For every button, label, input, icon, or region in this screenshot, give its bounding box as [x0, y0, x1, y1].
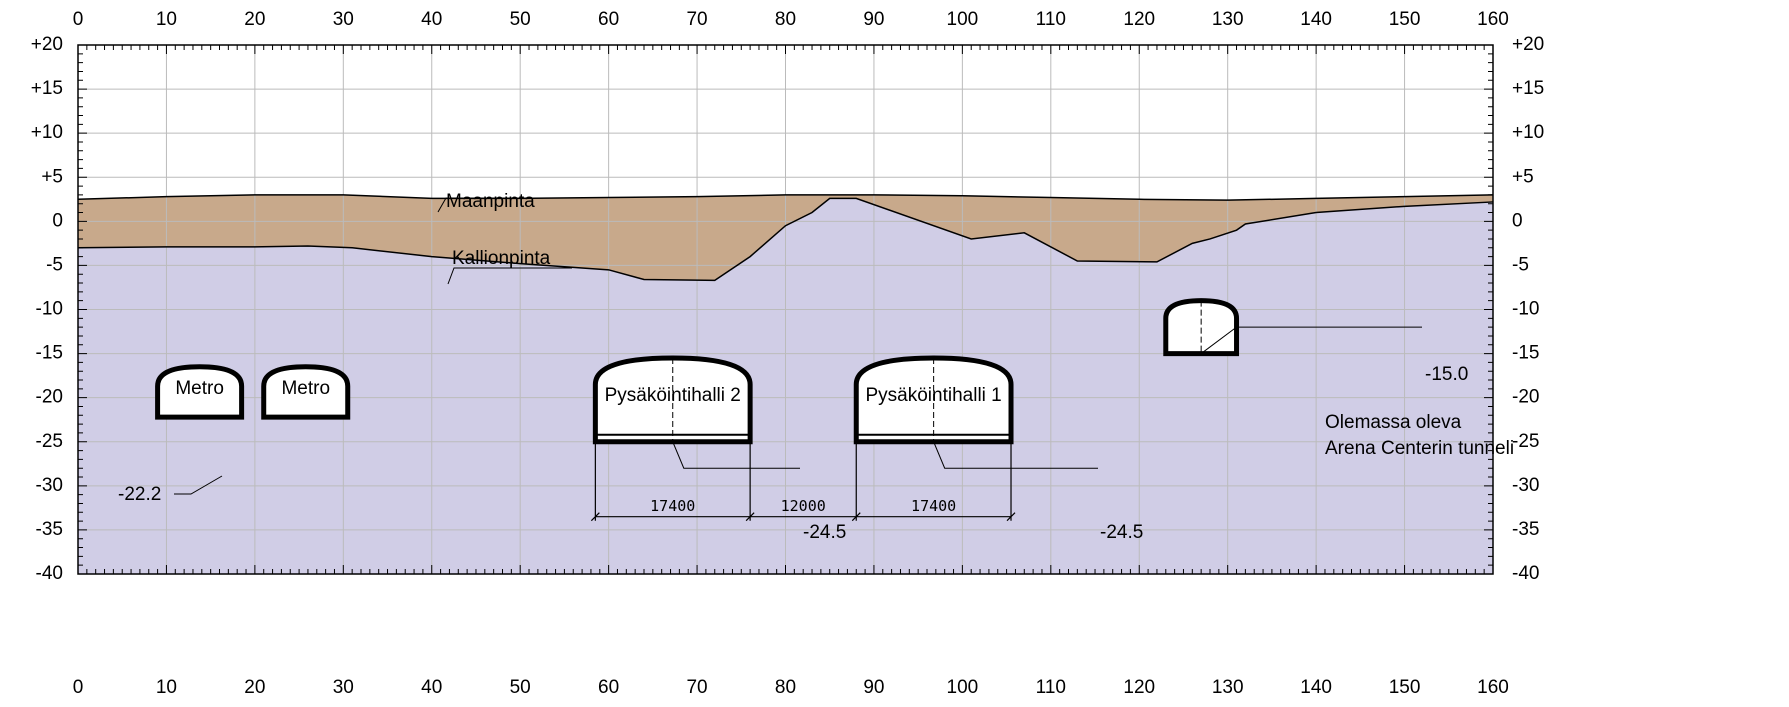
x-tick-label: 150 [1389, 677, 1421, 698]
x-tick-label: 30 [333, 9, 354, 30]
y-tick-label: +5 [1512, 166, 1534, 187]
y-tick-label: -5 [1512, 254, 1529, 275]
y-tick-label: 0 [52, 210, 63, 231]
x-tick-label: 60 [598, 677, 619, 698]
metro-tunnel [155, 364, 245, 420]
y-tick-label: +5 [41, 166, 63, 187]
level-label: -24.5 [1100, 522, 1143, 543]
x-tick-label: 120 [1123, 9, 1155, 30]
ground-line [77, 194, 1494, 201]
x-tick-label: 90 [863, 9, 884, 30]
x-tick-label: 10 [156, 9, 177, 30]
profile-label: Kallionpinta [452, 248, 551, 269]
y-tick-label: -25 [36, 431, 63, 452]
x-tick-label: 0 [73, 677, 84, 698]
x-tick-label: 50 [510, 9, 531, 30]
dimension-line [590, 441, 1016, 522]
y-tick-label: +15 [1512, 78, 1544, 99]
x-tick-label: 160 [1477, 677, 1509, 698]
dimension-label: 17400 [911, 497, 956, 515]
y-tick-label: +10 [1512, 122, 1544, 143]
y-tick-label: -20 [1512, 387, 1539, 408]
y-tick-label: -5 [46, 254, 63, 275]
x-tick-label: 120 [1123, 677, 1155, 698]
frame [77, 44, 1494, 575]
x-tick-label: 30 [333, 677, 354, 698]
y-tick-label: -10 [36, 299, 63, 320]
x-tick-label: 60 [598, 9, 619, 30]
x-tick-label: 140 [1300, 9, 1332, 30]
y-tick-label: -30 [1512, 475, 1539, 496]
y-tick-label: +10 [31, 122, 63, 143]
x-tick-label: 10 [156, 677, 177, 698]
center-lines [672, 300, 1202, 442]
dimension-label: 17400 [650, 497, 695, 515]
tunnel-label: Metro [175, 378, 224, 399]
tunnel-label: Pysäköintihalli 1 [866, 385, 1002, 406]
x-tick-label: 20 [244, 9, 265, 30]
y-tick-label: -20 [36, 387, 63, 408]
x-tick-label: 80 [775, 9, 796, 30]
level-leaders [174, 326, 1422, 495]
x-tick-label: 140 [1300, 677, 1332, 698]
note-label: Olemassa oleva [1325, 412, 1462, 433]
y-tick-label: -40 [36, 563, 63, 584]
x-tick-label: 50 [510, 677, 531, 698]
note-label: Arena Centerin tunneli [1325, 438, 1514, 459]
y-tick-label: -15 [1512, 343, 1539, 364]
y-tick-label: +15 [31, 78, 63, 99]
x-tick-label: 70 [686, 9, 707, 30]
x-tick-label: 0 [73, 9, 84, 30]
level-label: -15.0 [1425, 364, 1468, 385]
x-tick-label: 70 [686, 677, 707, 698]
y-tick-label: +20 [1512, 34, 1544, 55]
level-label: -22.2 [118, 484, 161, 505]
x-tick-label: 110 [1036, 677, 1066, 698]
x-tick-label: 160 [1477, 9, 1509, 30]
x-tick-label: 20 [244, 677, 265, 698]
profile-label: Maanpinta [446, 191, 535, 212]
y-tick-label: -25 [1512, 431, 1539, 452]
y-tick-label: -35 [1512, 519, 1539, 540]
x-tick-label: 100 [947, 9, 979, 30]
x-tick-label: 40 [421, 677, 442, 698]
x-tick-label: 40 [421, 9, 442, 30]
y-tick-label: -35 [36, 519, 63, 540]
metro-tunnel [261, 364, 351, 420]
x-tick-label: 130 [1212, 9, 1244, 30]
x-tick-label: 80 [775, 677, 796, 698]
y-tick-label: 0 [1512, 210, 1523, 231]
bedrock-line [77, 197, 1494, 282]
x-tick-label: 130 [1212, 677, 1244, 698]
x-tick-label: 150 [1389, 9, 1421, 30]
y-tick-label: -15 [36, 343, 63, 364]
dimension-label: 12000 [781, 497, 826, 515]
y-tick-label: +20 [31, 34, 63, 55]
tunnel-label: Pysäköintihalli 2 [605, 385, 741, 406]
y-tick-label: -30 [36, 475, 63, 496]
y-tick-label: -10 [1512, 299, 1539, 320]
arena-tunnel [1163, 298, 1240, 357]
tunnel-label: Metro [281, 378, 330, 399]
x-tick-label: 90 [863, 677, 884, 698]
x-tick-label: 110 [1036, 9, 1066, 30]
label-leader [437, 197, 572, 285]
y-tick-label: -40 [1512, 563, 1539, 584]
x-tick-label: 100 [947, 677, 979, 698]
level-label: -24.5 [803, 522, 846, 543]
